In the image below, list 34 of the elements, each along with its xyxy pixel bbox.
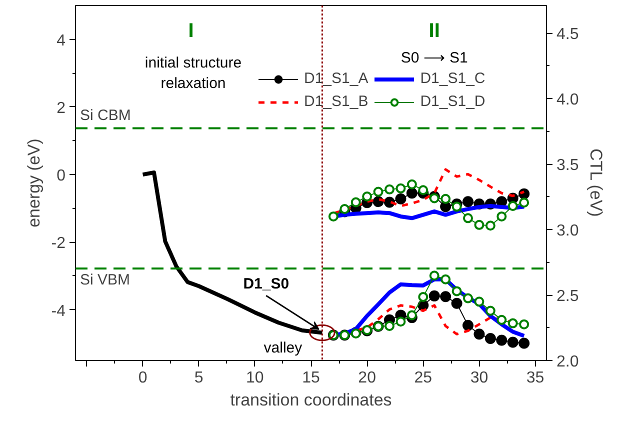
legend-label: D1_S1_B (304, 93, 368, 110)
y2-tick-label: 3.0 (556, 222, 579, 240)
annotation: S0 ⟶ S1 (400, 49, 468, 66)
x-tick-label: 20 (358, 370, 376, 386)
x-tick-label: 35 (526, 370, 544, 386)
y-tick-label: -4 (51, 302, 66, 320)
y-tick-label: 0 (56, 168, 66, 185)
ref-line-label: Si CBM (80, 107, 131, 124)
legend-label: D1_S1_D (420, 93, 486, 110)
x-axis-title: transition coordinates (230, 390, 392, 410)
legend-label: D1_S1_A (304, 70, 368, 87)
y2-tick-label: 4.0 (556, 92, 579, 109)
y2-tick-label: 2.5 (556, 288, 579, 305)
annotation: I (188, 20, 194, 42)
y-tick-label: -2 (51, 235, 66, 252)
y2-tick-label: 4.5 (556, 26, 579, 44)
x-tick-label: 10 (246, 370, 264, 386)
y-tick-label: 4 (56, 32, 66, 50)
annotation: II (428, 20, 440, 42)
y2-tick-label: 3.5 (556, 157, 579, 174)
y-tick-label: 2 (56, 100, 66, 117)
annotation: initial structure relaxation (144, 54, 242, 92)
annotation: D1_S0 (243, 275, 290, 292)
x-tick-label: 30 (470, 370, 488, 386)
x-tick-label: 25 (414, 370, 432, 386)
y2-axis-title: CTL (eV) (586, 148, 606, 217)
annotation: valley (264, 339, 303, 356)
x-tick-label: 15 (302, 370, 320, 386)
ref-line-label: Si VBM (80, 272, 130, 289)
x-tick-label: 0 (138, 370, 148, 386)
y-axis-title: energy (eV) (24, 138, 44, 228)
legend-label: D1_S1_C (420, 70, 486, 87)
x-tick-label: 5 (194, 370, 204, 386)
y2-tick-label: 2.0 (556, 354, 579, 370)
